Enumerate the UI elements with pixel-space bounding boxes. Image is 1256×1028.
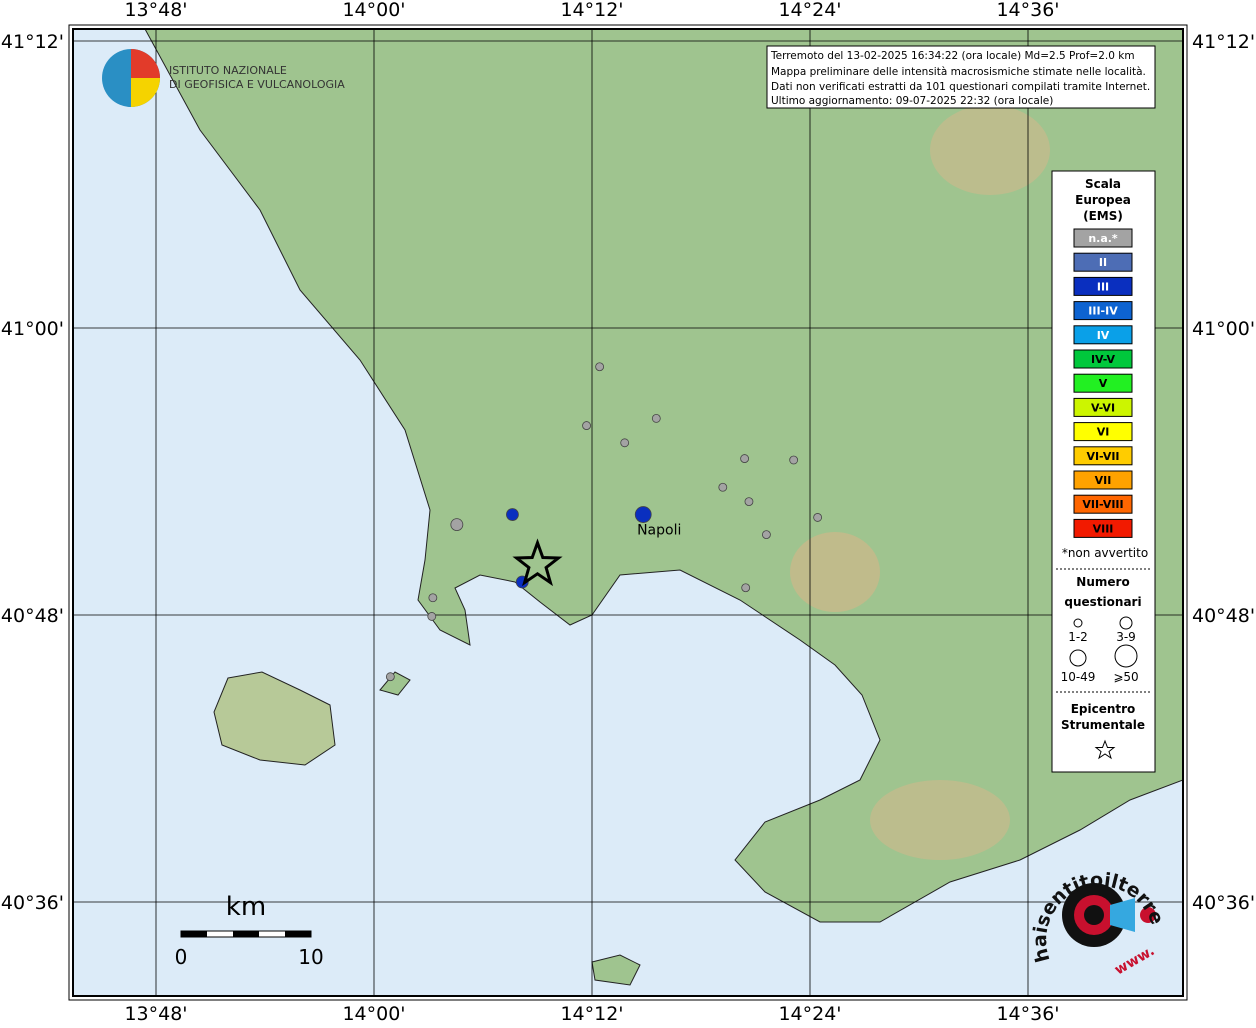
lon-label: 14°36' <box>996 0 1059 21</box>
lon-label: 14°24' <box>778 0 841 21</box>
info-line: Ultimo aggiornamento: 09-07-2025 22:32 (… <box>771 95 1053 107</box>
class-label: n.a.* <box>1088 232 1118 245</box>
size-label: 1-2 <box>1068 630 1088 644</box>
size-symbol <box>1069 649 1087 667</box>
class-swatch <box>1073 349 1133 369</box>
intensity-point <box>385 672 395 682</box>
class-label: IV <box>1097 329 1110 342</box>
lon-label: 14°12' <box>560 1003 623 1024</box>
intensity-point <box>762 530 771 540</box>
class-swatch <box>1073 397 1133 417</box>
scale-label: 0 <box>175 945 188 969</box>
intensity-point <box>595 362 605 372</box>
class-label: VI-VII <box>1086 450 1119 463</box>
ingv-logo: ISTITUTO NAZIONALE DI GEOFISICA E VULCAN… <box>102 49 345 107</box>
epicenter <box>512 538 563 587</box>
class-label: V-VI <box>1091 401 1115 414</box>
intensity-point <box>789 455 799 465</box>
epicenter-title: Strumentale <box>1061 718 1145 732</box>
intensity-point <box>740 454 749 463</box>
class-swatch <box>1073 422 1133 442</box>
intensity-point <box>427 612 437 621</box>
lat-label: 41°00' <box>1 318 64 340</box>
class-swatch <box>1073 373 1133 393</box>
class-label: II <box>1099 256 1107 269</box>
lat-label: 40°36' <box>1192 892 1255 914</box>
intensity-point <box>634 506 652 523</box>
lat-label: 41°12' <box>1192 31 1255 53</box>
class-label: VIII <box>1093 522 1114 535</box>
info-line: Terremoto del 13-02-2025 16:34:22 (ora l… <box>770 50 1135 62</box>
class-label: III <box>1097 280 1109 293</box>
institute-line: DI GEOFISICA E VULCANOLOGIA <box>169 78 345 91</box>
class-swatch <box>1073 494 1133 514</box>
class-swatch <box>1073 276 1133 296</box>
class-swatch <box>1073 228 1133 248</box>
class-label: III-IV <box>1088 305 1118 318</box>
size-symbol <box>1114 644 1138 668</box>
info-line: Mappa preliminare delle intensità macros… <box>771 66 1146 78</box>
lon-label: 14°24' <box>778 1003 841 1024</box>
legend-title: Europea <box>1075 193 1131 207</box>
scale-unit: km <box>226 892 266 922</box>
class-swatch <box>1073 446 1133 466</box>
legend-title: Scala <box>1085 177 1121 191</box>
size-title: questionari <box>1064 595 1141 609</box>
info-line: Dati non verificati estratti da 101 ques… <box>771 81 1150 93</box>
size-title: Numero <box>1076 575 1129 589</box>
size-label: ⩾50 <box>1113 670 1138 684</box>
class-label: V <box>1099 377 1108 390</box>
epicenter-symbol <box>1094 739 1116 760</box>
class-swatch <box>1073 470 1133 490</box>
frame <box>72 28 1184 997</box>
lat-label: 40°36' <box>1 892 64 914</box>
intensity-point <box>428 593 438 603</box>
lat-label: 40°48' <box>1192 605 1255 627</box>
scale-bar: km 0 10 <box>175 892 324 969</box>
scale-label: 10 <box>298 945 323 969</box>
info-box: Terremoto del 13-02-2025 16:34:22 (ora l… <box>766 45 1156 109</box>
basemap <box>73 29 1183 996</box>
size-symbol <box>1073 618 1083 628</box>
epicenter-title: Epicentro <box>1071 702 1136 716</box>
lon-label: 14°00' <box>342 1003 405 1024</box>
points-layer: Napoli <box>385 362 823 682</box>
lon-label: 13°48' <box>124 1003 187 1024</box>
lon-label: 14°12' <box>560 0 623 21</box>
lon-label: 14°36' <box>996 1003 1059 1024</box>
legend: Scala Europea (EMS) *non avvertito Numer… <box>1051 170 1156 773</box>
intensity-point <box>620 438 630 448</box>
legend-title: (EMS) <box>1083 209 1123 223</box>
lon-label: 13°48' <box>124 0 187 21</box>
class-label: IV-V <box>1091 353 1116 366</box>
size-symbol <box>1119 616 1133 630</box>
class-swatch <box>1073 518 1133 538</box>
class-swatch <box>1073 301 1133 321</box>
intensity-point <box>506 508 519 521</box>
class-label: VII-VIII <box>1082 498 1123 511</box>
class-label: VII <box>1095 474 1112 487</box>
intensity-point <box>718 482 728 492</box>
intensity-point <box>741 583 751 593</box>
lat-label: 41°00' <box>1192 318 1255 340</box>
intensity-point <box>744 497 754 507</box>
intensity-point <box>450 518 464 531</box>
legend-note: *non avvertito <box>1062 546 1148 560</box>
city-label: Napoli <box>637 523 681 539</box>
lat-label: 41°12' <box>1 31 64 53</box>
lon-label: 14°00' <box>342 0 405 21</box>
frame-outer <box>68 24 1188 1001</box>
intensity-point <box>813 513 823 522</box>
class-label: VI <box>1097 426 1110 439</box>
size-label: 10-49 <box>1061 670 1096 684</box>
class-swatch <box>1073 325 1133 345</box>
size-label: 3-9 <box>1116 630 1136 644</box>
lat-label: 40°48' <box>1 605 64 627</box>
institute-line: ISTITUTO NAZIONALE <box>169 64 287 77</box>
graticule <box>73 29 1183 996</box>
class-swatch <box>1073 252 1133 272</box>
intensity-point <box>582 421 591 430</box>
intensity-point <box>651 414 661 423</box>
